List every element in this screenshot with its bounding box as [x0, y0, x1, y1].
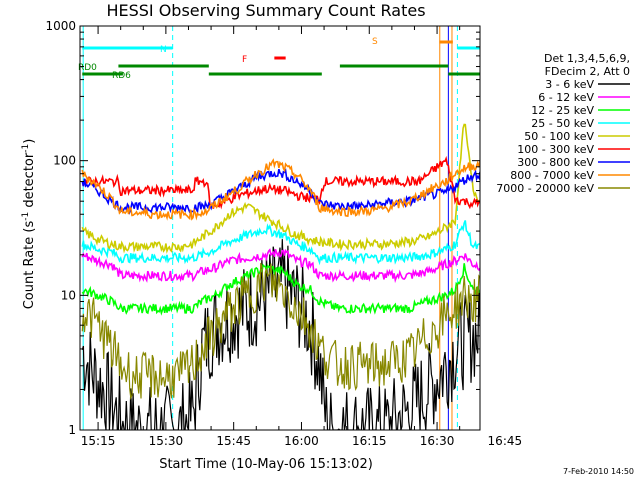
legend-entry-label: 7000 - 20000 keV	[496, 182, 594, 195]
status-label-s: S	[372, 37, 378, 47]
y-axis-label: Count Rate (s-1 detector-1)	[21, 139, 37, 310]
series-line-3	[81, 263, 480, 316]
x-tick-label: 15:15	[81, 434, 116, 448]
legend-entry-label: 25 - 50 keV	[531, 117, 594, 130]
status-label-n: N	[160, 45, 167, 55]
y-tick-label: 100	[53, 154, 76, 168]
plot-frame	[79, 25, 481, 431]
status-label-rd0: RD0	[78, 63, 97, 73]
series-line-7	[81, 168, 480, 216]
y-tick-label: 10	[61, 288, 76, 302]
status-label-f: F	[242, 55, 247, 65]
x-tick-label: 15:45	[216, 434, 251, 448]
x-tick-label: 15:30	[149, 434, 184, 448]
series-line-5	[81, 123, 480, 254]
series-line-9	[81, 262, 480, 401]
legend-header: Det 1,3,4,5,6,9,	[544, 52, 630, 65]
legend-header: FDecim 2, Att 0	[545, 65, 630, 78]
legend-entry-label: 6 - 12 keV	[538, 91, 594, 104]
series-line-2	[81, 248, 480, 284]
legend-entry-label: 300 - 800 keV	[517, 156, 594, 169]
x-tick-label: 16:15	[352, 434, 387, 448]
status-label-rd6: RD6	[112, 71, 131, 81]
axes: 1 10 100 1000 15:15 15:30 15:45 16:00 16:15 16:30…	[45, 19, 522, 448]
x-tick-label: 16:30	[420, 434, 455, 448]
x-tick-label: 16:45	[488, 434, 523, 448]
legend-entry-label: 12 - 25 keV	[531, 104, 594, 117]
series-line-8	[81, 158, 480, 221]
legend: Det 1,3,4,5,6,9,FDecim 2, Att 03 - 6 keV…	[496, 52, 630, 195]
x-axis-label: Start Time (10-May-06 15:13:02)	[159, 457, 373, 472]
x-tick-label: 16:00	[284, 434, 319, 448]
legend-entry-label: 50 - 100 keV	[524, 130, 594, 143]
series-line-1	[81, 239, 480, 430]
legend-entry-label: 3 - 6 keV	[545, 78, 594, 91]
series-line-4	[81, 220, 480, 266]
legend-entry-label: 800 - 7000 keV	[510, 169, 594, 182]
plot-content	[81, 26, 480, 430]
y-tick-label: 1	[68, 423, 76, 437]
series-line-6	[82, 155, 480, 210]
plot-area: N S F RD0 RD6	[78, 26, 480, 430]
footer-date: 7-Feb-2010 14:50	[563, 467, 634, 476]
chart-title: HESSI Observing Summary Count Rates	[106, 1, 425, 20]
y-tick-label: 1000	[45, 19, 76, 33]
legend-entry-label: 100 - 300 keV	[517, 143, 594, 156]
